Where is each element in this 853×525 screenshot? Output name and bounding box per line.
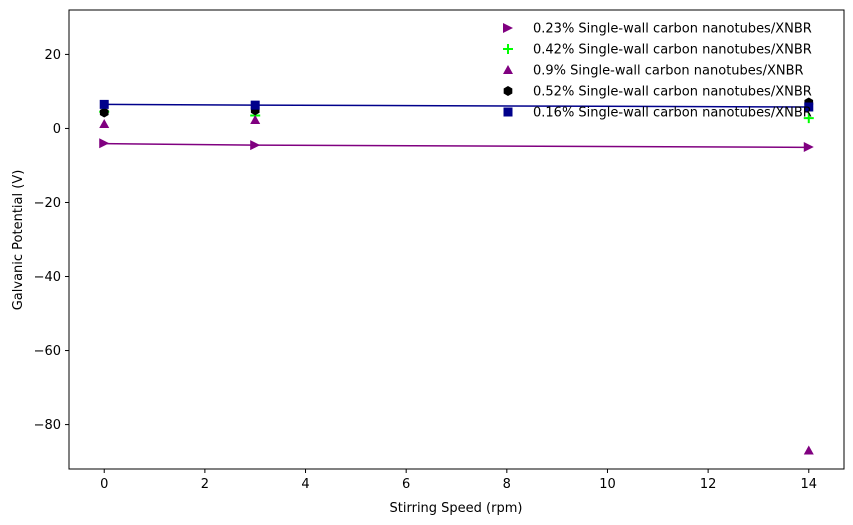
y-tick-label: 0	[53, 122, 61, 137]
legend-marker-series-3	[503, 65, 513, 74]
x-tick-label: 6	[402, 477, 410, 492]
legend-marker-series-4	[503, 86, 513, 96]
x-tick-label: 12	[700, 477, 717, 492]
x-tick-label: 10	[599, 477, 616, 492]
legend-marker-series-5	[503, 107, 513, 117]
y-tick-label: 20	[44, 48, 61, 63]
y-axis-label: Galvanic Potential (V)	[11, 170, 26, 311]
legend-label-series-3: 0.9% Single-wall carbon nanotubes/XNBR	[533, 64, 804, 79]
y-tick-label: −60	[34, 344, 61, 359]
data-point-series-1	[250, 140, 261, 151]
data-point-series-5	[804, 102, 814, 112]
legend-label-series-1: 0.23% Single-wall carbon nanotubes/XNBR	[533, 22, 812, 37]
legend-label-series-2: 0.42% Single-wall carbon nanotubes/XNBR	[533, 43, 812, 58]
plot-frame	[68, 9, 845, 470]
plot-area	[69, 10, 844, 469]
legend-marker-series-2	[503, 44, 513, 54]
data-point-series-5	[250, 100, 260, 110]
y-tick-label: −20	[34, 196, 61, 211]
y-tick-label: −80	[34, 418, 61, 433]
x-tick-label: 4	[301, 477, 309, 492]
legend-label-series-5: 0.16% Single-wall carbon nanotubes/XNBR	[533, 106, 812, 121]
data-point-series-3	[803, 445, 814, 455]
data-point-series-3	[250, 114, 261, 124]
y-axis-ticks: −80 −60 −40 −20 0 20	[34, 48, 69, 433]
x-tick-label: 8	[503, 477, 511, 492]
x-tick-label: 14	[800, 477, 817, 492]
data-point-series-1	[99, 138, 110, 149]
data-point-series-1	[803, 141, 814, 152]
x-tick-label: 0	[100, 477, 108, 492]
data-point-series-2	[803, 113, 814, 124]
x-axis-ticks: 0 2 4 6 8 10 12 14	[100, 469, 817, 492]
legend-marker-series-1	[503, 23, 513, 33]
data-point-series-4	[99, 107, 109, 118]
legend: 0.23% Single-wall carbon nanotubes/XNBR 0…	[503, 22, 812, 121]
legend-label-series-4: 0.52% Single-wall carbon nanotubes/XNBR	[533, 85, 812, 100]
data-points	[99, 97, 814, 455]
data-point-series-5	[99, 99, 109, 109]
data-point-series-3	[99, 119, 110, 129]
y-tick-label: −40	[34, 270, 61, 285]
x-tick-label: 2	[201, 477, 209, 492]
x-axis-label: Stirring Speed (rpm)	[390, 501, 523, 516]
